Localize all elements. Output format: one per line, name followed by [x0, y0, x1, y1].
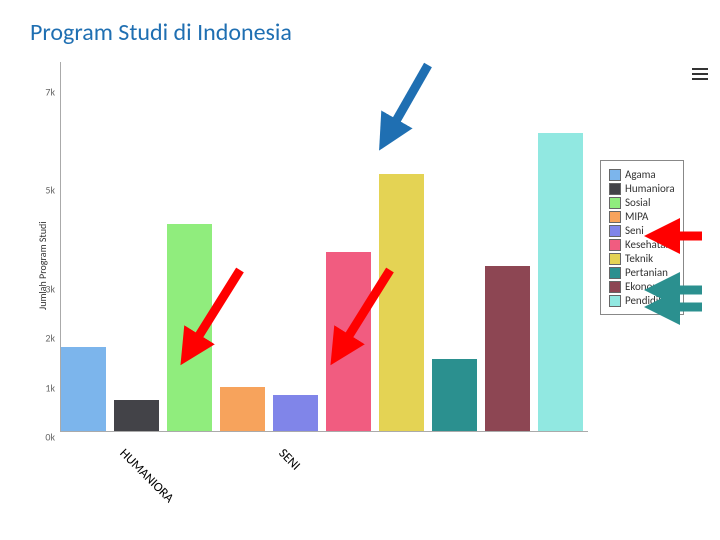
- legend-item-pertanian: Pertanian: [609, 266, 675, 279]
- y-tick: 2k: [45, 332, 55, 345]
- page-title: Program Studi di Indonesia: [30, 18, 292, 47]
- bar-agama: [61, 347, 106, 431]
- y-tick: 1k: [45, 381, 55, 394]
- legend-swatch: [609, 211, 621, 223]
- y-tick: 0k: [45, 431, 55, 444]
- legend-label: Sosial: [625, 196, 650, 209]
- legend-label: Agama: [625, 168, 656, 181]
- hamburger-icon[interactable]: [692, 68, 708, 80]
- legend-label: Pendidikan: [625, 294, 674, 307]
- legend-label: Pertanian: [625, 266, 668, 279]
- y-tick: 3k: [45, 283, 55, 296]
- legend-item-agama: Agama: [609, 168, 675, 181]
- bar-pendidikan: [538, 133, 583, 431]
- bar-teknik: [379, 174, 424, 431]
- bar-humaniora: [114, 400, 159, 431]
- legend-swatch: [609, 239, 621, 251]
- bar-mipa: [220, 387, 265, 431]
- bar-pertanian: [432, 359, 477, 431]
- legend-item-humaniora: Humaniora: [609, 182, 675, 195]
- legend-item-mipa: MIPA: [609, 210, 675, 223]
- legend-label: Teknik: [625, 252, 653, 265]
- legend-swatch: [609, 281, 621, 293]
- legend-swatch: [609, 169, 621, 181]
- legend-item-teknik: Teknik: [609, 252, 675, 265]
- legend-swatch: [609, 253, 621, 265]
- chart-legend: AgamaHumanioraSosialMIPASeniKesehatanTek…: [600, 160, 684, 315]
- legend-swatch: [609, 197, 621, 209]
- legend-swatch: [609, 183, 621, 195]
- legend-item-sosial: Sosial: [609, 196, 675, 209]
- legend-swatch: [609, 225, 621, 237]
- bar-seni: [273, 395, 318, 431]
- bar-kesehatan: [326, 252, 371, 431]
- x-label-humaniora: HUMANIORA: [116, 446, 176, 506]
- legend-item-pendidikan: Pendidikan: [609, 294, 675, 307]
- x-label-seni: SENI: [275, 446, 303, 474]
- legend-item-kesehatan: Kesehatan: [609, 238, 675, 251]
- y-tick: 5k: [45, 184, 55, 197]
- y-axis-label: Jumlah Program Studi: [36, 221, 49, 310]
- bar-sosial: [167, 224, 212, 431]
- legend-swatch: [609, 295, 621, 307]
- legend-item-ekonomi: Ekonomi: [609, 280, 675, 293]
- bar-ekonomi: [485, 266, 530, 431]
- legend-label: Humaniora: [625, 182, 675, 195]
- legend-swatch: [609, 267, 621, 279]
- legend-label: Kesehatan: [625, 238, 671, 251]
- legend-label: Seni: [625, 224, 644, 237]
- bar-chart: 0k1k2k3k5k7k: [60, 62, 588, 432]
- legend-item-seni: Seni: [609, 224, 675, 237]
- legend-label: MIPA: [625, 210, 648, 223]
- legend-label: Ekonomi: [625, 280, 664, 293]
- y-tick: 7k: [45, 85, 55, 98]
